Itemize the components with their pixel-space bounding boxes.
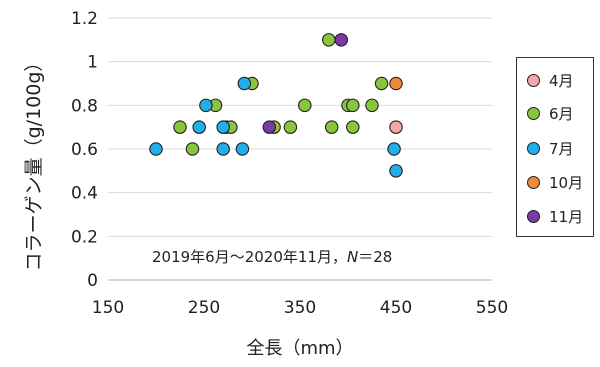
legend-item-october: 10月 [527,172,583,192]
annotation-period: 2019年6月～2020年11月， [152,248,347,266]
legend-marker-july [527,141,540,155]
data-point-series-1 [185,142,200,156]
legend-marker-june [527,106,540,120]
y-tick-label: 0.6 [71,140,98,160]
legend-label-october: 10月 [549,173,584,192]
data-point-series-2 [237,76,252,91]
x-tick-label: 450 [380,298,412,318]
data-points [149,33,403,178]
x-tick-label: 150 [92,298,124,318]
y-axis-label: コラーゲン量（g/100g） [23,53,45,272]
data-point-series-2 [192,120,206,134]
legend-label-june: 6月 [549,104,574,123]
legend-label-november: 11月 [549,207,584,226]
data-point-series-4 [262,120,277,134]
annotation-n-value: ＝28 [358,248,392,266]
data-point-series-2 [149,142,163,156]
data-point-series-2 [235,142,250,156]
data-point-series-1 [346,120,360,134]
legend-marker-april [527,73,540,87]
data-point-series-2 [389,164,403,178]
data-point-series-1 [283,120,298,134]
legend: 4月 6月 7月 10月 11月 [516,57,594,237]
grid-lines [108,17,492,237]
y-tick-label: 0.4 [71,184,98,204]
legend-item-june: 6月 [527,103,574,123]
data-point-series-1 [365,98,379,113]
data-point-series-4 [334,33,349,47]
y-tick-label: 0.8 [71,96,98,116]
legend-item-april: 4月 [527,70,574,90]
data-point-series-2 [216,142,230,156]
y-tick-label: 1.2 [71,9,98,29]
x-axis-label: 全長（mm） [246,338,353,359]
legend-marker-november [527,209,540,223]
y-tick-label: 0.2 [71,227,98,247]
data-point-series-2 [199,98,213,113]
data-point-series-1 [374,76,389,91]
legend-item-november: 11月 [527,206,583,226]
data-point-series-2 [387,142,401,156]
legend-label-april: 4月 [549,71,574,90]
data-point-series-3 [389,76,403,91]
data-point-series-1 [322,33,336,47]
legend-marker-october [527,175,540,189]
data-point-series-1 [324,120,339,134]
legend-label-july: 7月 [549,139,574,158]
data-point-series-2 [216,120,230,134]
legend-item-july: 7月 [527,138,574,158]
y-tick-labels: 0 0.2 0.4 0.6 0.8 1 1.2 [71,9,98,291]
x-tick-labels: 150 250 350 450 550 [92,298,508,318]
data-point-series-1 [346,98,360,113]
y-tick-label: 1 [87,53,98,73]
annotation-n-symbol: N [347,248,358,266]
sample-annotation: 2019年6月～2020年11月，N＝28 [152,248,392,266]
y-tick-label: 0 [87,271,98,291]
x-tick-label: 350 [284,298,316,318]
data-point-series-1 [298,98,312,113]
x-tick-label: 250 [188,298,220,318]
data-point-series-1 [173,120,187,134]
x-tick-label: 550 [476,298,508,318]
data-point-series-0 [389,120,403,134]
